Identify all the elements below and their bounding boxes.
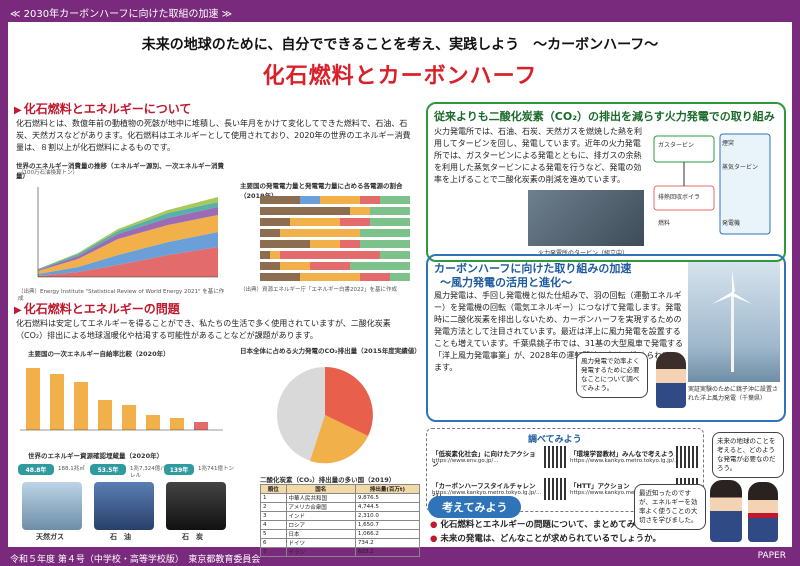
- chart1-unit: （100万石油換算トン）: [18, 170, 78, 176]
- chart2-bars: [260, 196, 410, 281]
- oil-drum-photo: [94, 482, 154, 530]
- turbine-photo-caption: 火力発電所のタービン（組立中）: [538, 250, 629, 257]
- chart1-caption: 世界のエネルギー消費量の推移（エネルギー源別、一次エネルギー消費量）: [16, 162, 224, 180]
- reserve-name-coal: 石 炭: [182, 533, 203, 541]
- link-url[interactable]: https://www.kankyo.metro.tokyo.lg.jp/...: [570, 490, 680, 496]
- wind-turbine-icon: [712, 270, 752, 372]
- chart4-caption: 日本全体に占める火力発電のCO₂排出量（2015年度実績値）: [240, 347, 421, 355]
- student-illustration: [710, 480, 742, 542]
- chart1-area-chart: [37, 187, 218, 278]
- think-speech-bubble: 未来の地球のことを考えると、どのような発電が必要なのだろう。: [712, 432, 784, 478]
- wind-power-subheading: ～風力発電の活用と進化～: [440, 276, 572, 289]
- link-title[interactable]: 「環境学習教材」みんなで考えよう: [570, 450, 674, 458]
- table-caption: 二酸化炭素（CO₂）排出量の多い国（2019）: [260, 476, 396, 484]
- reserve-years-oil: 53.5年: [90, 464, 126, 475]
- reserve-amount-gas: 188.1兆㎥: [58, 466, 85, 472]
- think-heading: 考えてみよう: [428, 496, 522, 518]
- thermal-power-body: 火力発電所では、石油、石炭、天然ガスを燃焼した熱を利用してタービンを回し、発電し…: [434, 127, 642, 184]
- thermal-power-box: [426, 102, 786, 262]
- table-row: 5 日本 1,066.2: [260, 529, 421, 539]
- reserve-amount-coal: 1兆741億トン: [198, 466, 234, 472]
- link-title[interactable]: 「低炭素化社会」に向けたアクション: [432, 450, 536, 468]
- student-illustration: [748, 482, 778, 542]
- gas-tank-photo: [22, 482, 82, 530]
- chart4-pie-chart: [277, 367, 373, 464]
- diagram-label: 排熱回収ボイラ: [658, 194, 701, 201]
- link-url[interactable]: https://www.kankyo.metro.tokyo.lg.jp/...: [570, 458, 680, 464]
- footer-text: 令和５年度 第４号（中学校・高等学校版） 東京都教育委員会: [10, 555, 261, 565]
- reserve-years-coal: 139年: [164, 464, 194, 475]
- table-row: 7 イラン 603.2: [260, 547, 421, 557]
- table-row: 2 アメリカ合衆国 4,744.5: [260, 502, 421, 512]
- diagram-label: 燃料: [658, 220, 671, 227]
- poster-sheet: 未来の地球のために、自分でできることを考え、実践しよう ～カーボンハーフ～ 化石…: [8, 22, 792, 557]
- reserve-amount-oil: 1兆7,324億バレル: [130, 466, 166, 479]
- top-banner: ≪ 2030年カーボンハーフに向けた取組の加速 ≫: [10, 9, 233, 20]
- chart5-caption: 世界のエネルギー資源確認埋蔵量（2020年）: [28, 452, 164, 460]
- thermal-power-heading: 従来よりも二酸化炭素（CO₂）の排出を減らす火力発電での取り組み: [434, 110, 775, 123]
- link-url[interactable]: https://www.kankyo.metro.tokyo.lg.jp/...: [432, 490, 542, 496]
- section1-body: 化石燃料とは、数億年前の動植物の死骸が地中に堆積し、長い年月をかけて変化してでき…: [16, 119, 411, 152]
- table-header: 国名: [285, 484, 356, 494]
- chart3-caption: 主要国の一次エネルギー自給率比較（2020年）: [28, 350, 170, 358]
- wind-photo-caption: 実証実験のために銚子沖に設置された洋上風力発電（千葉県）: [688, 386, 779, 402]
- wind-speech-bubble: 風力発電で効率よく発電するために必要なことについて調べてみよう。: [576, 352, 648, 398]
- wind-power-body: 風力発電は、手回し発電機と似た仕組みで、羽の回転（運動エネルギー）を発電機の回転…: [434, 291, 683, 372]
- table-row: 6 ドイツ 734.2: [260, 538, 421, 548]
- section2-heading: 化石燃料とエネルギーの問題: [14, 300, 180, 317]
- chart2-source: （出典）資源エネルギー庁「エネルギー白書2022」を基に作成: [240, 287, 397, 293]
- diagram-label: 煙突: [722, 140, 735, 147]
- combined-cycle-diagram: [653, 133, 771, 235]
- qr-code-icon[interactable]: [676, 446, 698, 468]
- section1-heading: 化石燃料とエネルギーについて: [14, 100, 192, 117]
- link-url[interactable]: https://www.env.go.jp/...: [432, 458, 499, 464]
- qr-code-icon[interactable]: [544, 446, 566, 468]
- wind-power-box: [426, 254, 786, 422]
- links-box: [426, 428, 704, 512]
- chart3-bar-chart: [20, 368, 223, 431]
- table-header: 排出量(百万t): [354, 484, 421, 494]
- footer: 令和５年度 第４号（中学校・高等学校版） 東京都教育委員会 PAPER: [0, 549, 800, 566]
- links-heading: 調べてみよう: [528, 435, 582, 445]
- diagram-label: ガスタービン: [658, 142, 695, 149]
- reserve-years-gas: 48.8年: [18, 464, 54, 475]
- table-row: 1 中華人民共和国 9,876.5: [260, 493, 421, 503]
- think-item: 化石燃料とエネルギーの問題について、まとめてみましょう。: [430, 518, 677, 530]
- co2-table: 順位 国名 排出量(百万t) 1 中華人民共和国 9,876.5 2 アメリカ合衆国 4…: [260, 484, 421, 557]
- table-header: 順位: [260, 484, 287, 494]
- coal-photo: [166, 482, 226, 530]
- qr-code-icon[interactable]: [544, 478, 566, 500]
- chart2-caption: 主要国の発電電力量と発電電力量に占める各電源の割合（2019年）: [240, 182, 403, 200]
- page-title: 化石燃料とカーボンハーフ: [262, 64, 538, 89]
- wind-power-heading: カーボンハーフに向けた取り組みの加速: [434, 262, 632, 275]
- student-illustration: [656, 352, 686, 408]
- chart2-stacked-bar-chart: [260, 196, 410, 281]
- subtitle: 未来の地球のために、自分でできることを考え、実践しよう ～カーボンハーフ～: [141, 37, 659, 53]
- think-item: 未来の発電は、どんなことが求められているでしょうか。: [430, 532, 661, 544]
- footer-logo: PAPER: [757, 551, 786, 561]
- reserve-name-gas: 天然ガス: [36, 533, 64, 541]
- turbine-photo: [528, 190, 644, 246]
- think-speech-bubble: 最近知ったのですが、エネルギーを効率よく使うことの大切さを学びました。: [634, 484, 706, 530]
- link-title[interactable]: 「HTT」アクション: [570, 482, 630, 490]
- section2-body: 化石燃料は安定してエネルギーを得ることができ、私たちの生活で多く使用されています…: [16, 319, 391, 340]
- table-row: 3 インド 2,310.0: [260, 511, 421, 521]
- diagram-label: 蒸気タービン: [722, 164, 759, 171]
- diagram-label: 発電機: [722, 220, 741, 227]
- table-row: 4 ロシア 1,650.7: [260, 520, 421, 530]
- chart1-source: （出典）Energy Institute "Statistical Review…: [18, 289, 225, 302]
- reserve-name-oil: 石 油: [110, 533, 131, 541]
